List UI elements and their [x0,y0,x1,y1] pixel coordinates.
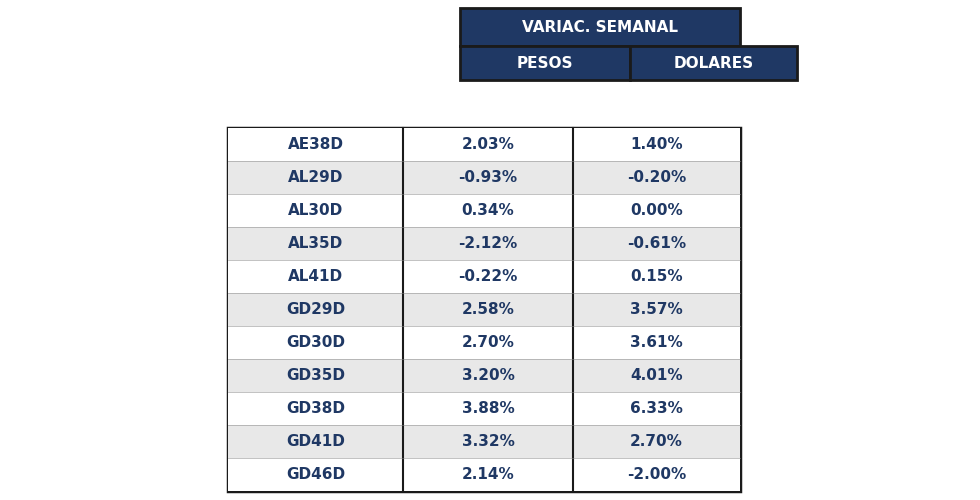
Text: AL35D: AL35D [288,236,343,251]
Bar [228,161,403,194]
Bar [228,326,403,359]
Text: GD35D: GD35D [286,368,345,383]
Text: 2.03%: 2.03% [462,137,514,152]
Text: VARIAC. SEMANAL: VARIAC. SEMANAL [522,20,678,34]
Bar [573,260,740,293]
Text: -0.93%: -0.93% [459,170,517,185]
Bar [573,227,740,260]
Text: 3.61%: 3.61% [630,335,683,350]
Bar [573,194,740,227]
Bar [403,227,573,260]
Text: 2.14%: 2.14% [462,467,514,482]
Bar [460,46,630,80]
Bar [630,46,797,80]
Bar [403,293,573,326]
Bar [403,260,573,293]
Bar [573,128,740,161]
Text: 0.34%: 0.34% [462,203,514,218]
Text: 3.57%: 3.57% [630,302,683,317]
Bar [403,128,573,161]
Bar [228,128,403,161]
Bar [403,458,573,491]
Text: AL29D: AL29D [288,170,343,185]
Bar [403,161,573,194]
Text: -0.22%: -0.22% [459,269,517,284]
Bar [573,161,740,194]
Text: 2.70%: 2.70% [630,434,683,449]
Text: DOLARES: DOLARES [673,56,754,70]
Text: PESOS: PESOS [516,56,573,70]
Bar [573,392,740,425]
Text: -0.61%: -0.61% [627,236,686,251]
Text: GD41D: GD41D [286,434,345,449]
Text: 3.20%: 3.20% [462,368,514,383]
Bar [573,458,740,491]
Text: AL41D: AL41D [288,269,343,284]
Bar [403,425,573,458]
Bar [403,326,573,359]
Bar [403,392,573,425]
Text: 2.58%: 2.58% [462,302,514,317]
Bar [573,359,740,392]
Text: -0.20%: -0.20% [627,170,686,185]
Bar [573,425,740,458]
Bar [228,227,403,260]
Text: 0.00%: 0.00% [630,203,683,218]
Bar [228,392,403,425]
Bar [403,359,573,392]
Text: 3.88%: 3.88% [462,401,514,416]
Text: GD46D: GD46D [286,467,345,482]
Bar [228,293,403,326]
Text: 1.40%: 1.40% [630,137,683,152]
Bar [228,359,403,392]
Text: -2.00%: -2.00% [627,467,686,482]
Text: AL30D: AL30D [288,203,343,218]
Bar [228,194,403,227]
Bar [228,458,403,491]
Text: -2.12%: -2.12% [459,236,517,251]
Text: GD38D: GD38D [286,401,345,416]
Bar [573,293,740,326]
Bar [228,260,403,293]
Text: GD30D: GD30D [286,335,345,350]
Text: 3.32%: 3.32% [462,434,514,449]
Text: 6.33%: 6.33% [630,401,683,416]
Bar [228,128,740,491]
Text: 2.70%: 2.70% [462,335,514,350]
Text: 0.15%: 0.15% [630,269,683,284]
Bar [460,8,740,46]
Text: 4.01%: 4.01% [630,368,683,383]
Bar [403,194,573,227]
Text: GD29D: GD29D [286,302,345,317]
Bar [228,425,403,458]
Text: AE38D: AE38D [287,137,344,152]
Bar [573,326,740,359]
